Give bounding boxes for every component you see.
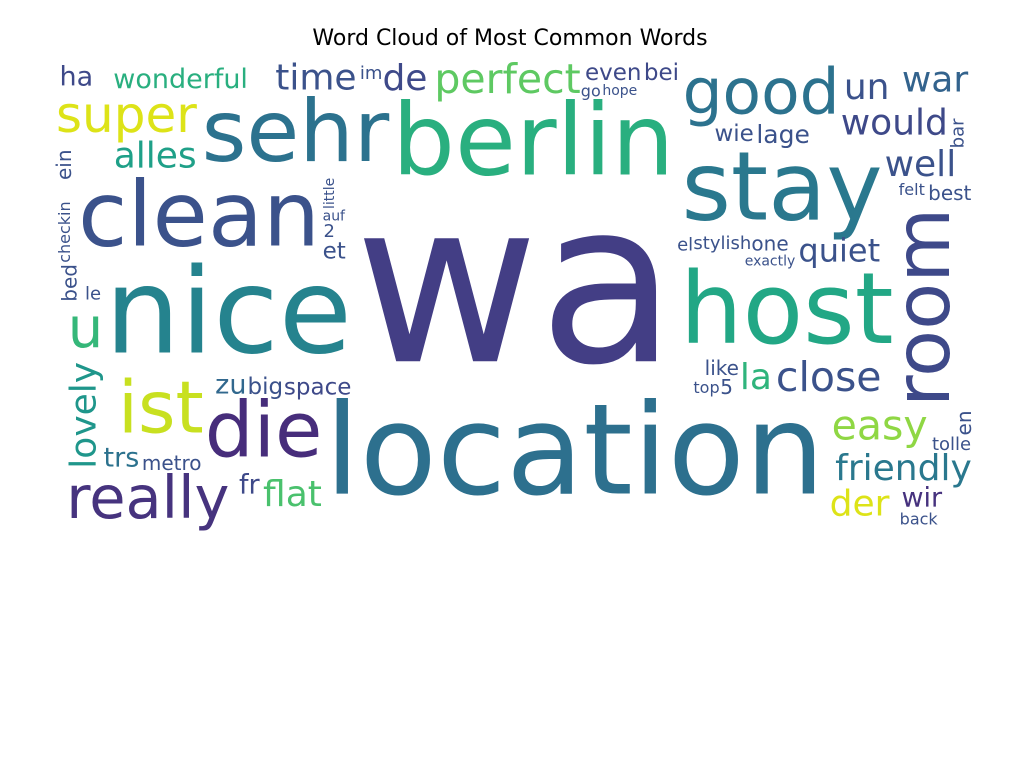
- cloud-word: big: [248, 374, 284, 400]
- cloud-word: space: [284, 374, 351, 400]
- cloud-word: lage: [756, 120, 810, 149]
- cloud-word: exactly: [745, 253, 796, 269]
- cloud-word: super: [56, 86, 197, 144]
- cloud-word: nice: [105, 243, 352, 381]
- cloud-word: go: [581, 82, 601, 101]
- cloud-word: im: [360, 63, 383, 84]
- cloud-word: die: [205, 386, 323, 475]
- cloud-word: auf: [323, 209, 346, 225]
- cloud-word: de: [382, 58, 427, 99]
- chart-title: Word Cloud of Most Common Words: [312, 26, 708, 51]
- cloud-word: ein: [52, 149, 76, 180]
- cloud-word: location: [325, 377, 825, 524]
- cloud-word: ist: [118, 366, 204, 450]
- cloud-word: stay: [681, 133, 882, 243]
- cloud-word: checkin: [55, 201, 74, 262]
- cloud-word: el: [677, 235, 693, 256]
- cloud-word: un: [844, 67, 890, 108]
- cloud-word: wir: [901, 483, 943, 514]
- cloud-word: war: [902, 59, 969, 100]
- cloud-word: stylish: [693, 233, 751, 254]
- cloud-word: well: [885, 144, 957, 185]
- cloud-word: wonderful: [113, 64, 248, 95]
- cloud-word: perfect: [434, 55, 580, 103]
- cloud-word: close: [776, 353, 882, 401]
- cloud-word: time: [275, 58, 356, 99]
- cloud-word: lovely: [64, 362, 105, 469]
- cloud-word: et: [323, 238, 346, 264]
- cloud-word: ha: [59, 61, 93, 92]
- cloud-word: sehr: [202, 82, 390, 182]
- cloud-word: wie: [714, 121, 753, 147]
- cloud-word: clean: [78, 162, 320, 267]
- cloud-word: en: [952, 410, 976, 435]
- cloud-word: host: [680, 252, 894, 367]
- cloud-word: metro: [142, 451, 202, 475]
- cloud-word: like: [705, 356, 739, 380]
- cloud-word: even: [585, 60, 642, 86]
- cloud-word: good: [683, 55, 840, 128]
- cloud-word: top: [693, 378, 719, 397]
- cloud-word: berlin: [392, 83, 674, 198]
- cloud-word: would: [841, 102, 948, 143]
- cloud-word: really: [66, 463, 229, 532]
- cloud-word: bed: [58, 264, 82, 302]
- cloud-word: quiet: [798, 231, 880, 269]
- cloud-word: bar: [947, 118, 968, 148]
- cloud-word: 5: [720, 375, 733, 399]
- cloud-word: tolle: [932, 434, 971, 455]
- cloud-word: felt: [899, 180, 925, 199]
- cloud-word: friendly: [835, 448, 972, 489]
- cloud-word: zu: [215, 370, 246, 401]
- cloud-word: best: [928, 181, 971, 205]
- cloud-word: trs: [104, 443, 140, 474]
- cloud-word: flat: [263, 474, 322, 515]
- cloud-word: hope: [602, 83, 637, 99]
- cloud-word: back: [900, 510, 939, 529]
- cloud-word: u: [68, 296, 104, 361]
- cloud-word: alles: [114, 136, 197, 177]
- cloud-word: wa: [355, 153, 677, 415]
- cloud-word: fr: [239, 470, 261, 501]
- cloud-word: le: [85, 283, 101, 304]
- cloud-word: la: [740, 357, 772, 398]
- cloud-word: little: [322, 178, 338, 209]
- cloud-word: bei: [644, 60, 679, 86]
- cloud-word: one: [751, 231, 788, 255]
- cloud-word: der: [830, 483, 890, 524]
- cloud-word: easy: [832, 401, 928, 449]
- cloud-word: 2: [324, 221, 335, 242]
- cloud-word: room: [879, 208, 968, 407]
